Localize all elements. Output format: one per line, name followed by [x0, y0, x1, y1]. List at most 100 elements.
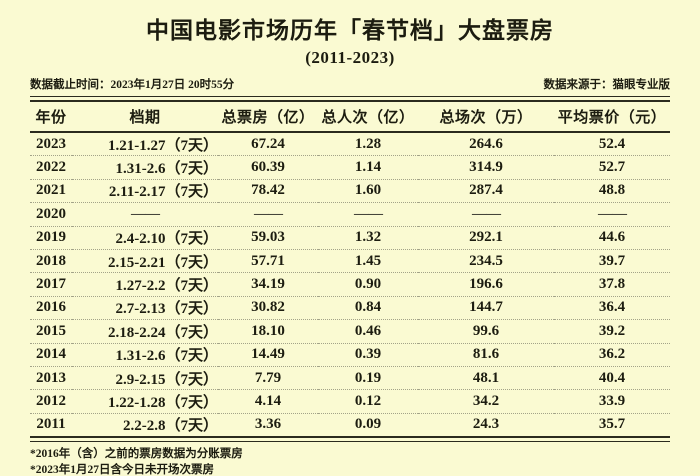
table-cell: 40.4 [554, 366, 670, 391]
table-cell: 2023 [30, 132, 72, 157]
table-cell: 287.4 [418, 179, 554, 204]
table-cell: 1.21-1.27（7天） [72, 132, 218, 157]
table-cell: 0.84 [318, 296, 418, 321]
table-cell: 59.03 [218, 226, 318, 250]
table-cell: —— [418, 202, 554, 227]
table-cell: 1.32 [318, 226, 418, 250]
footnote-pre-2016: *2016年（含）之前的票房数据为分账票房 [30, 448, 243, 461]
table-row: 2021 2.11-2.17（7天） 78.42 1.60 287.4 48.8 [30, 179, 670, 204]
table-cell: 37.8 [554, 272, 670, 297]
table-cell: 39.2 [554, 319, 670, 344]
table-cell: 2019 [30, 226, 72, 250]
table-row: 2022 1.31-2.6（7天） 60.39 1.14 314.9 52.7 [30, 155, 670, 180]
column-header: 平均票价（元） [554, 102, 670, 133]
table-cell: —— [554, 202, 670, 227]
table-cell: 2021 [30, 179, 72, 204]
page-subtitle: (2011-2023) [305, 48, 395, 67]
table-row: 2013 2.9-2.15（7天） 7.79 0.19 48.1 40.4 [30, 366, 670, 391]
table-cell: 2.11-2.17（7天） [72, 179, 218, 204]
table-row: 2015 2.18-2.24（7天） 18.10 0.46 99.6 39.2 [30, 319, 670, 344]
column-header: 档期 [72, 102, 218, 133]
table-row: 2023 1.21-1.27（7天） 67.24 1.28 264.6 52.4 [30, 132, 670, 157]
table-cell: 196.6 [418, 272, 554, 297]
table-row: 2018 2.15-2.21（7天） 57.71 1.45 234.5 39.7 [30, 249, 670, 274]
table-cell: 2016 [30, 296, 72, 321]
table-cell: 2.4-2.10（7天） [72, 226, 218, 250]
top-double-rule [30, 96, 670, 102]
table-cell: 48.8 [554, 179, 670, 204]
table-cell: 2013 [30, 366, 72, 391]
table-cell: 2.9-2.15（7天） [72, 366, 218, 391]
table-row: 2011 2.2-2.8（7天） 3.36 0.09 24.3 35.7 [30, 413, 670, 436]
table-cell: 2.18-2.24（7天） [72, 319, 218, 344]
table-cell: 0.12 [318, 389, 418, 414]
column-header: 总人次（亿） [318, 102, 418, 133]
column-header: 总场次（万） [418, 102, 554, 133]
footnote-2023: *2023年1月27日含今日未开场次票房 [30, 464, 214, 476]
table-cell: 3.36 [254, 416, 282, 433]
table-cell: 2011 [36, 416, 66, 433]
table-cell: 1.31-2.6（7天） [72, 155, 218, 180]
table-cell: 1.28 [318, 132, 418, 157]
table-row: 2020 —— —— —— —— —— [30, 202, 670, 227]
table-cell: —— [318, 202, 418, 227]
table-cell: 2014 [30, 343, 72, 367]
footnotes: *2016年（含）之前的票房数据为分账票房 *2023年1月27日含今日未开场次… [30, 446, 670, 476]
table-cell: 2018 [30, 249, 72, 274]
meta-row: 数据截止时间：2023年1月27日 20时55分 数据来源于：猫眼专业版 [30, 78, 670, 92]
table-cell: 36.4 [554, 296, 670, 321]
table-cell: —— [72, 202, 218, 227]
table-cell: 1.45 [318, 249, 418, 274]
table-cell: 36.2 [554, 343, 670, 367]
table-cell: 52.7 [554, 155, 670, 180]
table-cell: 7.79 [218, 366, 318, 391]
table-cell: 48.1 [418, 366, 554, 391]
table-cell: 2.15-2.21（7天） [72, 249, 218, 274]
data-cutoff-label: 数据截止时间：2023年1月27日 20时55分 [30, 79, 235, 91]
table-cell: 57.71 [218, 249, 318, 274]
table-cell: 39.7 [554, 249, 670, 274]
table-header-row: 年份 档期 总票房（亿） 总人次（亿） 总场次（万） 平均票价（元） [30, 102, 670, 133]
table-cell: 0.39 [318, 343, 418, 367]
table-cell: 81.6 [418, 343, 554, 367]
table-row: 2012 1.22-1.28（7天） 4.14 0.12 34.2 33.9 [30, 389, 670, 414]
table-cell: 33.9 [554, 389, 670, 414]
table-cell: 2.2-2.8（7天） [123, 418, 218, 435]
table-cell: 1.14 [318, 155, 418, 180]
table-cell: 18.10 [218, 319, 318, 344]
table-cell: 35.7 [598, 416, 626, 433]
table-cell: 24.3 [472, 416, 500, 433]
bottom-double-rule [30, 436, 670, 443]
table-row: 2016 2.7-2.13（7天） 30.82 0.84 144.7 36.4 [30, 296, 670, 321]
page-title: 中国电影市场历年「春节档」大盘票房 [146, 18, 554, 43]
column-header: 年份 [30, 102, 72, 133]
table-cell: 314.9 [418, 155, 554, 180]
table-cell: 144.7 [418, 296, 554, 321]
table-cell: 0.46 [318, 319, 418, 344]
table-cell: 2020 [30, 202, 72, 227]
table-cell: 44.6 [554, 226, 670, 250]
table-cell: 2022 [30, 155, 72, 180]
table-cell: 34.19 [218, 272, 318, 297]
table-cell: 0.90 [318, 272, 418, 297]
table-cell: 30.82 [218, 296, 318, 321]
data-source-label: 数据来源于：猫眼专业版 [543, 79, 671, 91]
table-cell: 2015 [30, 319, 72, 344]
table-cell: 14.49 [218, 343, 318, 367]
table-cell: 99.6 [418, 319, 554, 344]
table-cell: 2017 [30, 272, 72, 297]
table-cell: 60.39 [218, 155, 318, 180]
table-cell: 1.60 [318, 179, 418, 204]
table-row: 2019 2.4-2.10（7天） 59.03 1.32 292.1 44.6 [30, 226, 670, 250]
table-cell: 264.6 [418, 132, 554, 157]
table-cell: 0.09 [354, 416, 382, 433]
table-cell: 2012 [30, 389, 72, 414]
table-cell: 67.24 [218, 132, 318, 157]
table-cell: 2.7-2.13（7天） [72, 296, 218, 321]
box-office-table: 年份 档期 总票房（亿） 总人次（亿） 总场次（万） 平均票价（元） 2023 1.21-1… [30, 102, 670, 436]
table-cell: 1.31-2.6（7天） [72, 343, 218, 367]
table-cell: 1.27-2.2（7天） [72, 272, 218, 297]
table-cell: 234.5 [418, 249, 554, 274]
table-cell: 1.22-1.28（7天） [72, 389, 218, 414]
